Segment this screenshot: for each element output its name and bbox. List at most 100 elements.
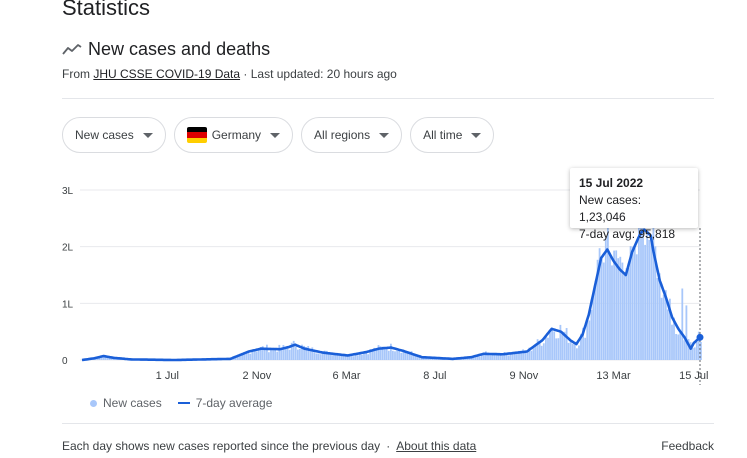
x-tick-label: 13 Mar: [596, 370, 631, 382]
country-dropdown[interactable]: Germany: [173, 117, 294, 153]
y-tick-label: 1L: [62, 299, 74, 310]
caret-down-icon: [142, 132, 153, 138]
new-cases-bar: [381, 346, 384, 360]
new-cases-bar: [685, 305, 688, 360]
new-cases-bar: [410, 351, 413, 360]
new-cases-bar: [666, 309, 669, 360]
new-cases-bar: [547, 337, 549, 360]
new-cases-bar: [330, 353, 332, 360]
new-cases-bar: [412, 353, 415, 360]
new-cases-bar: [319, 354, 322, 360]
country-dropdown-label: Germany: [211, 128, 262, 142]
new-cases-bar: [404, 351, 407, 360]
new-cases-bar: [356, 355, 359, 360]
feedback-link[interactable]: Feedback: [661, 439, 714, 453]
new-cases-bar: [317, 353, 320, 360]
new-cases-bar: [497, 353, 500, 360]
metric-dropdown[interactable]: New cases: [62, 117, 166, 153]
new-cases-bar: [483, 353, 485, 360]
new-cases-bar: [371, 350, 374, 360]
new-cases-bar: [342, 355, 345, 360]
new-cases-bar: [619, 256, 622, 360]
new-cases-bar: [367, 354, 369, 360]
seven-day-average-line: [81, 228, 701, 362]
new-cases-bar: [669, 298, 671, 360]
divider: [62, 423, 714, 424]
new-cases-bar: [629, 246, 632, 360]
new-cases-bar: [323, 350, 326, 360]
about-data-link[interactable]: About this data: [396, 439, 477, 453]
new-cases-bar: [334, 354, 336, 360]
new-cases-bar: [675, 334, 677, 360]
y-tick-label: 3L: [62, 186, 74, 197]
new-cases-bar: [646, 233, 649, 360]
new-cases-bar: [540, 345, 543, 360]
new-cases-bar: [555, 338, 558, 360]
new-cases-bar: [400, 352, 403, 360]
chart-legend: New cases 7-day average: [90, 396, 272, 410]
filter-bar: New cases Germany All regions All time: [62, 117, 502, 153]
source-link[interactable]: JHU CSSE COVID-19 Data: [93, 67, 241, 81]
new-cases-bar: [261, 346, 264, 360]
legend-average: 7-day average: [195, 396, 273, 410]
new-cases-bar: [245, 351, 248, 360]
new-cases-bar: [520, 352, 522, 360]
new-cases-bar: [274, 349, 276, 360]
new-cases-bar: [501, 355, 504, 360]
new-cases-bar: [607, 224, 609, 360]
source-prefix: From: [62, 67, 90, 81]
x-tick-label: 6 Mar: [332, 370, 360, 382]
data-tooltip: 15 Jul 2022 New cases: 1,23,046 7-day av…: [570, 168, 698, 241]
metric-dropdown-label: New cases: [75, 128, 134, 142]
new-cases-bar: [478, 356, 481, 360]
new-cases-bar: [350, 355, 353, 360]
new-cases-bar: [627, 267, 630, 360]
new-cases-bar: [613, 250, 615, 360]
new-cases-bar: [522, 349, 524, 360]
new-cases-bar: [542, 343, 545, 360]
new-cases-bar: [499, 354, 502, 360]
new-cases-bar: [292, 340, 295, 360]
new-cases-bar: [551, 327, 553, 360]
new-cases-bar: [406, 352, 409, 360]
new-cases-bar: [561, 331, 564, 360]
new-cases-bar: [470, 357, 473, 360]
cases-chart[interactable]: 0 1L 2L 3L 1 Jul 2 Nov 6 Mar 8 Jul 9 Nov 13 Mar 1…: [0, 170, 747, 390]
new-cases-bar: [590, 309, 593, 360]
new-cases-bar: [687, 339, 690, 360]
new-cases-bar: [609, 253, 611, 360]
new-cases-bar: [338, 355, 341, 360]
new-cases-bar: [638, 212, 640, 360]
new-cases-bar: [263, 350, 266, 360]
new-cases-bar: [592, 294, 595, 360]
new-cases-bar: [588, 320, 591, 360]
new-cases-bar: [363, 352, 365, 360]
new-cases-bar: [654, 246, 657, 360]
new-cases-bar: [365, 352, 367, 360]
footer-note: Each day shows new cases reported since …: [62, 439, 476, 453]
new-cases-bar: [557, 338, 560, 360]
new-cases-bar: [635, 254, 638, 360]
new-cases-bar: [503, 352, 506, 360]
new-cases-bar: [272, 347, 274, 360]
time-range-dropdown[interactable]: All time: [410, 117, 495, 153]
new-cases-bar: [598, 248, 601, 360]
new-cases-bar: [239, 353, 241, 360]
region-dropdown[interactable]: All regions: [301, 117, 403, 153]
new-cases-bar: [480, 354, 483, 360]
new-cases-bar: [268, 352, 270, 360]
new-cases-bar: [631, 246, 634, 360]
new-cases-bar: [611, 265, 613, 360]
new-cases-bar: [383, 349, 386, 360]
new-cases-bar: [573, 343, 576, 360]
new-cases-bar: [617, 258, 620, 360]
new-cases-bar: [402, 349, 405, 360]
new-cases-bar: [511, 354, 514, 360]
tooltip-average: 7-day avg: 95,818: [579, 227, 676, 241]
new-cases-bar: [305, 347, 307, 360]
new-cases-bar: [307, 346, 310, 360]
new-cases-bar: [255, 351, 258, 360]
time-range-dropdown-label: All time: [423, 128, 463, 142]
new-cases-bar: [584, 337, 587, 360]
new-cases-bar: [237, 354, 239, 360]
